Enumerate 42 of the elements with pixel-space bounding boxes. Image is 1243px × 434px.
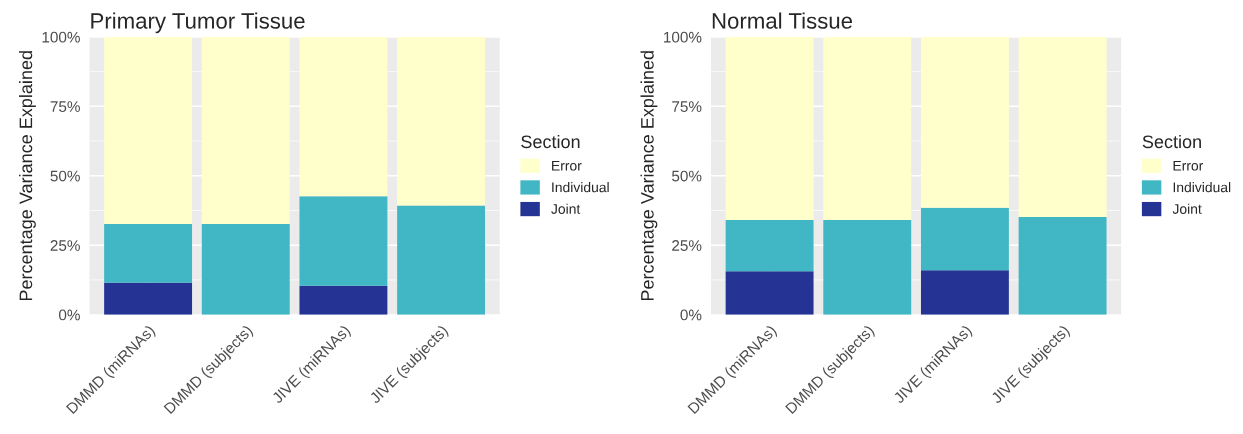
legend-title: Section bbox=[521, 134, 580, 149]
chart-title: Normal Tissue bbox=[712, 12, 853, 29]
y-tick-label: 50% bbox=[672, 170, 702, 182]
bar bbox=[397, 36, 486, 206]
y-tick-label: 25% bbox=[50, 240, 80, 251]
y-tick-label: 75% bbox=[672, 101, 702, 113]
legend-label: Error bbox=[552, 160, 582, 171]
chart-title: Primary Tumor Tissue bbox=[91, 12, 305, 34]
bar bbox=[299, 196, 388, 286]
y-tick-label: 0% bbox=[58, 309, 80, 321]
legend-title: Section bbox=[1142, 134, 1201, 149]
y-tick-label: 0% bbox=[680, 309, 702, 321]
bar bbox=[920, 270, 1009, 315]
legend-label: Individual bbox=[552, 182, 609, 193]
bar bbox=[823, 36, 912, 220]
bar bbox=[201, 36, 290, 225]
y-tick-label: 100% bbox=[664, 31, 702, 43]
y-tick-label: 50% bbox=[50, 170, 80, 182]
y-axis-title: Percentage Variance Explained bbox=[640, 51, 658, 301]
bar bbox=[104, 224, 193, 283]
bar bbox=[104, 36, 193, 225]
y-tick-label: 25% bbox=[672, 240, 702, 251]
bar bbox=[725, 36, 814, 220]
bar bbox=[299, 36, 388, 197]
y-axis-title: Percentage Variance Explained bbox=[19, 51, 36, 301]
bar bbox=[201, 224, 290, 315]
bar bbox=[823, 219, 912, 315]
legend-label: Joint bbox=[551, 203, 581, 214]
y-tick-label: 100% bbox=[42, 31, 80, 43]
legend-label: Error bbox=[1173, 160, 1204, 171]
bar bbox=[725, 219, 814, 272]
y-tick-label: 75% bbox=[50, 101, 80, 113]
bar bbox=[1018, 216, 1107, 315]
bar bbox=[920, 207, 1009, 271]
legend-label: Joint bbox=[1172, 203, 1202, 214]
bar bbox=[920, 36, 1009, 208]
legend-label: Individual bbox=[1173, 182, 1231, 193]
bar bbox=[104, 282, 193, 315]
bar bbox=[299, 285, 388, 315]
bar bbox=[397, 205, 486, 315]
bar bbox=[725, 271, 814, 315]
bar bbox=[1018, 36, 1107, 217]
